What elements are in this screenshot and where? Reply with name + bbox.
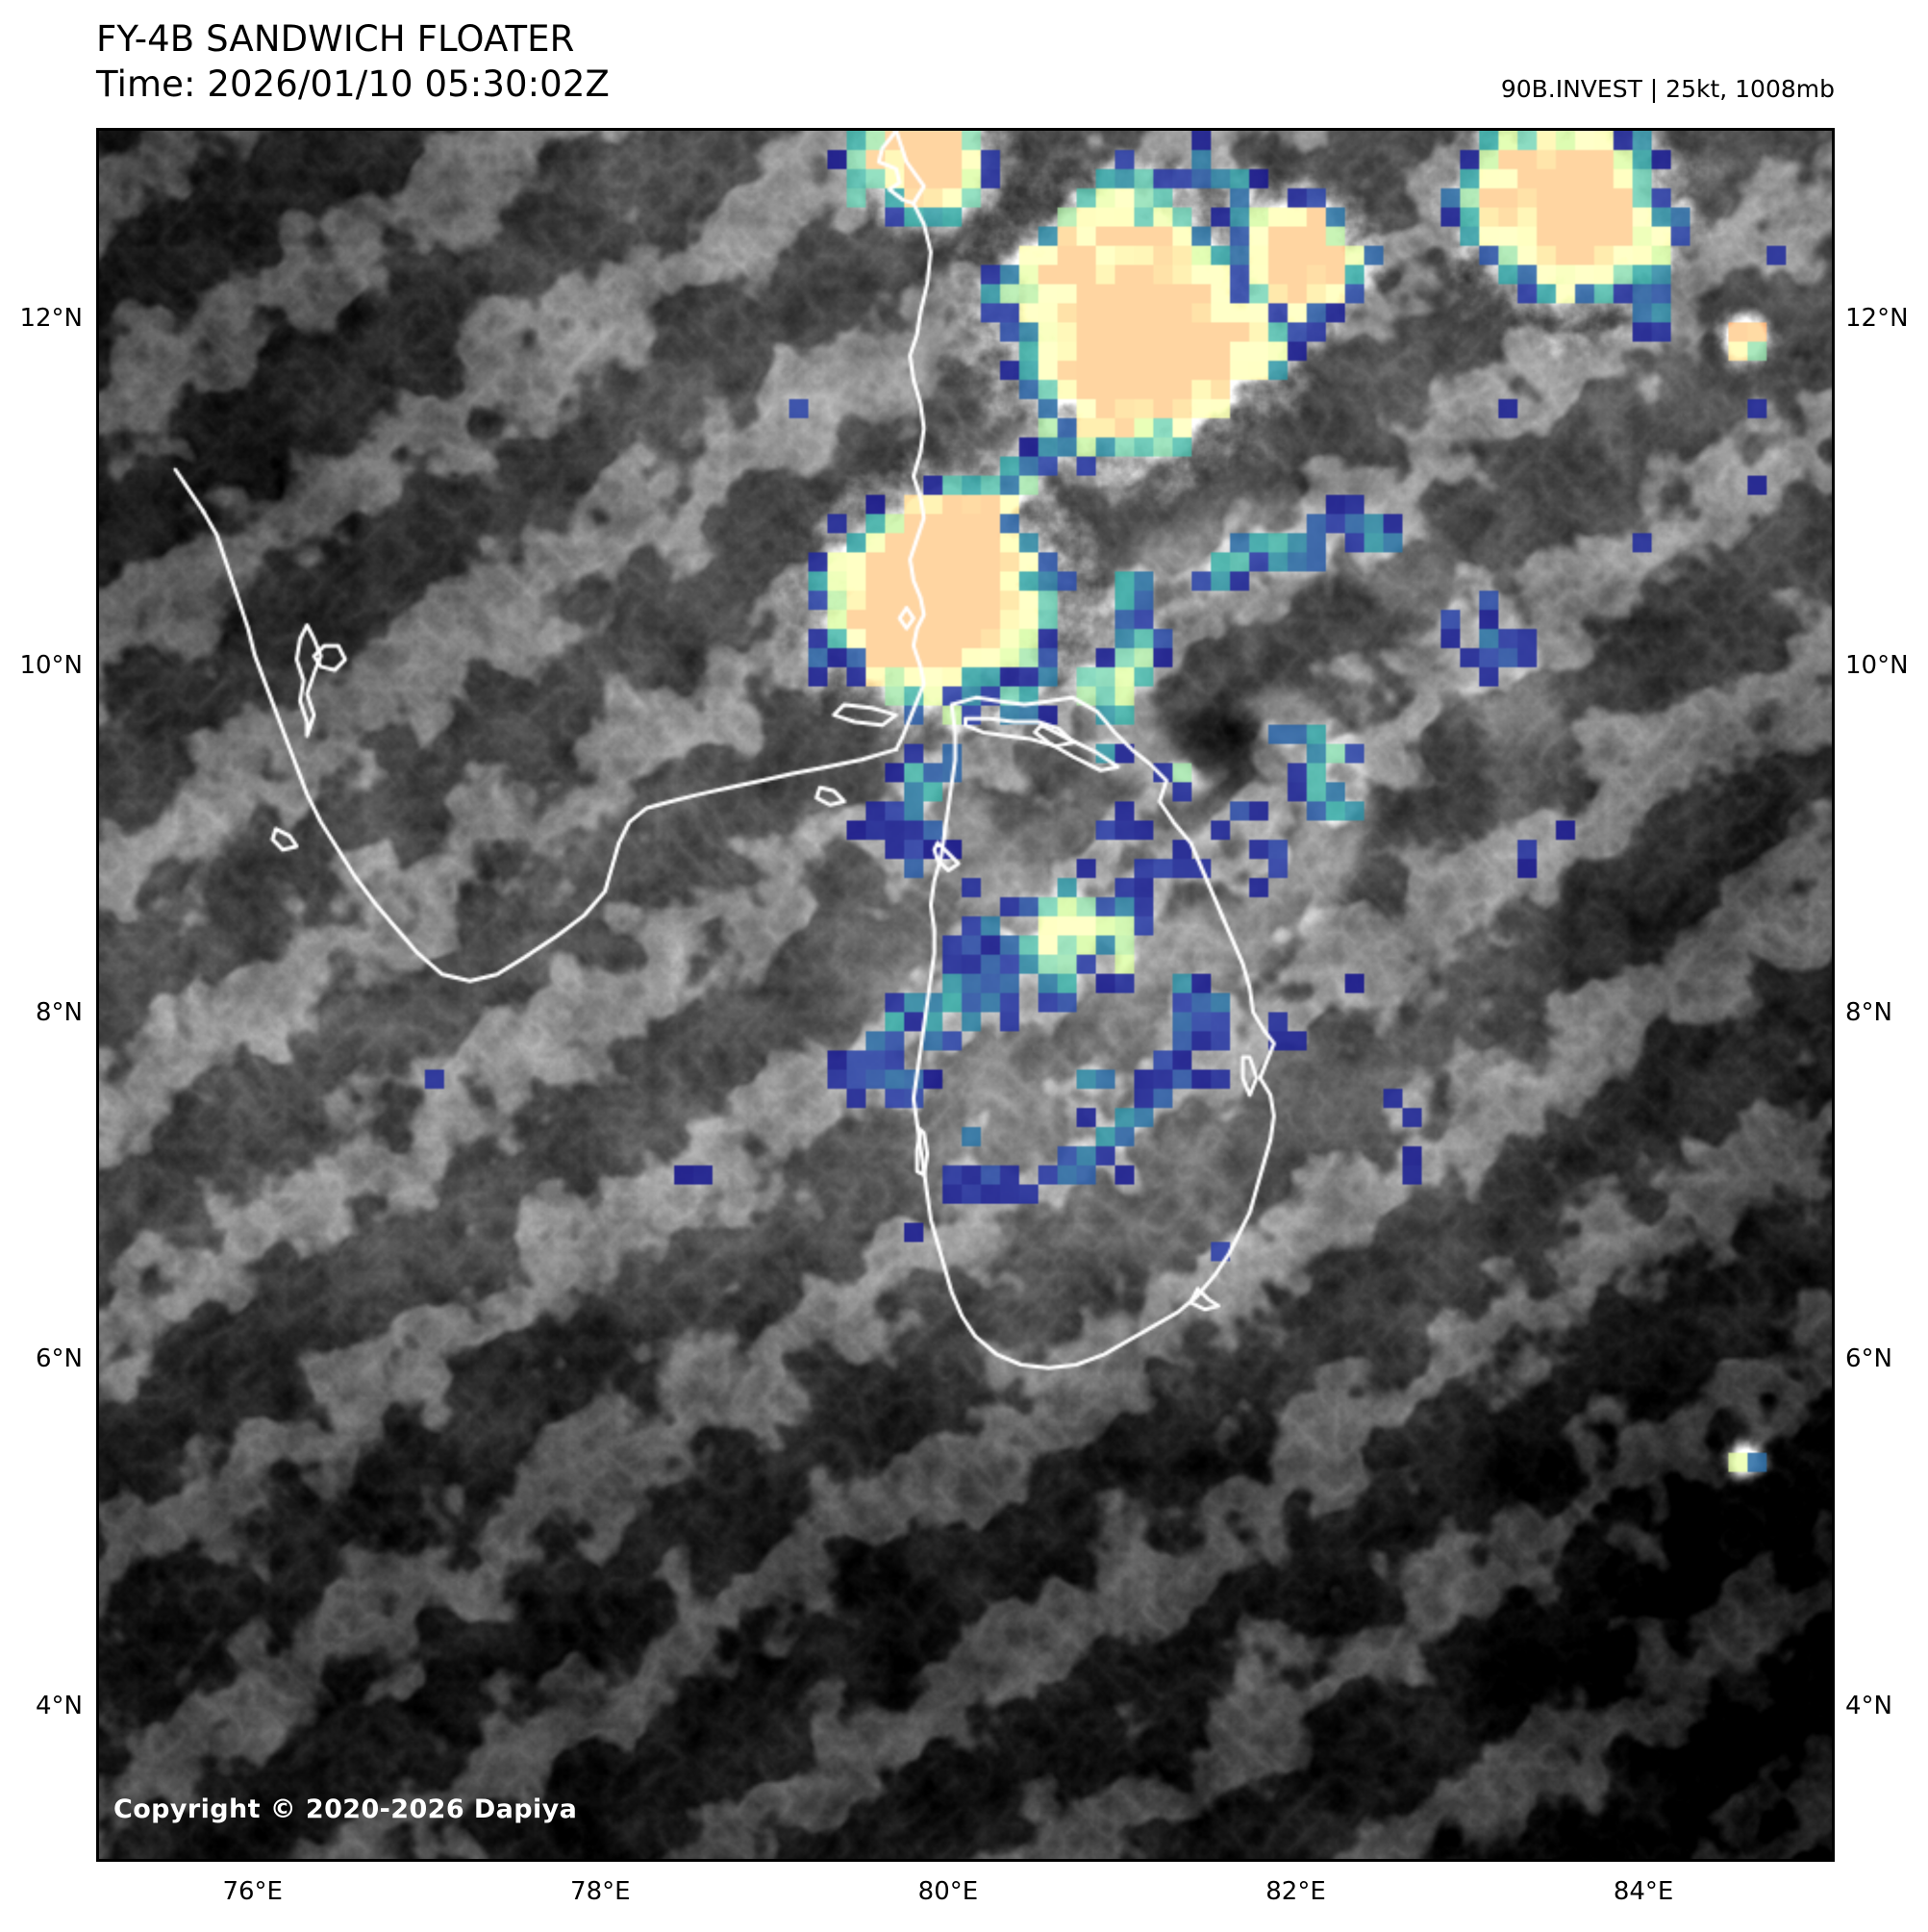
lat-tick-label-right-2: 8°N xyxy=(1845,997,1892,1027)
lon-tick-label-2: 80°E xyxy=(917,1877,979,1906)
copyright-label: Copyright © 2020-2026 Dapiya xyxy=(113,1794,578,1824)
lon-tick-label-3: 82°E xyxy=(1265,1877,1326,1906)
timestamp-label: Time: 2026/01/10 05:30:02Z xyxy=(96,63,610,105)
lat-tick-label-left-0: 12°N xyxy=(19,304,83,334)
storm-info-label: 90B.INVEST | 25kt, 1008mb xyxy=(1500,75,1835,103)
satellite-image-plot[interactable] xyxy=(96,128,1835,1862)
lon-tick-label-1: 78°E xyxy=(570,1877,631,1906)
lat-tick-label-left-1: 10°N xyxy=(19,650,83,680)
lat-tick-label-right-0: 12°N xyxy=(1845,304,1909,334)
satellite-imagery-canvas xyxy=(99,131,1832,1859)
lon-tick-label-0: 76°E xyxy=(222,1877,283,1906)
lat-tick-label-right-3: 6°N xyxy=(1845,1344,1892,1374)
lat-tick-label-right-4: 4°N xyxy=(1845,1691,1892,1720)
lon-tick-label-4: 84°E xyxy=(1613,1877,1674,1906)
lat-tick-label-left-2: 8°N xyxy=(36,997,83,1027)
product-title: FY-4B SANDWICH FLOATER xyxy=(96,18,575,60)
lat-tick-label-left-4: 4°N xyxy=(36,1691,83,1720)
lat-tick-label-right-1: 10°N xyxy=(1845,650,1909,680)
header-title-block: FY-4B SANDWICH FLOATER Time: 2026/01/10 … xyxy=(96,17,610,107)
lat-tick-label-left-3: 6°N xyxy=(36,1344,83,1374)
